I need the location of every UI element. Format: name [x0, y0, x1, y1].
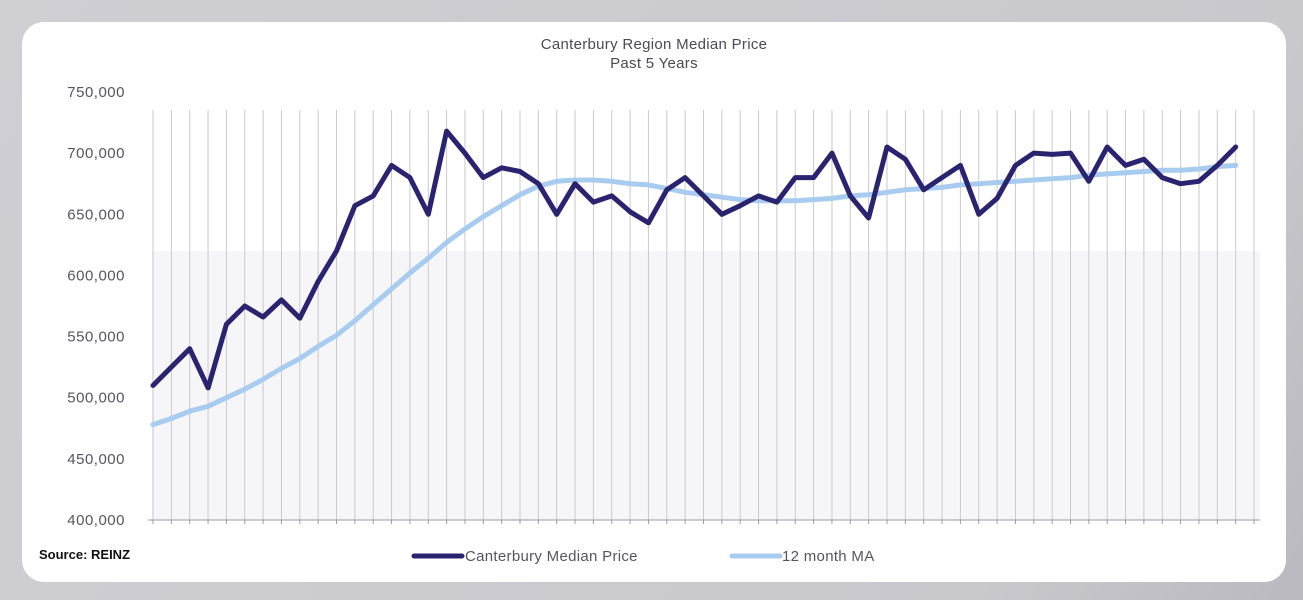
y-axis-ticks: 750,000 700,000 650,000 600,000 550,000 500,0… [67, 84, 125, 529]
y-tick-label: 600,000 [67, 267, 125, 284]
legend-label-median-price: Canterbury Median Price [465, 548, 638, 565]
legend-label-12-month-ma: 12 month MA [782, 548, 875, 565]
y-tick-label: 550,000 [67, 329, 125, 346]
vertical-gridlines [152, 110, 1255, 520]
series-line-12-month-ma [150, 162, 1239, 428]
x-axis-ticks [152, 520, 1255, 524]
line-chart: 750,000 700,000 650,000 600,000 550,000 500,0… [39, 36, 1260, 565]
series-line-median-price [150, 128, 1239, 391]
source-label: Source: REINZ [39, 547, 130, 562]
y-tick-label: 450,000 [67, 451, 125, 468]
y-tick-label: 400,000 [67, 512, 125, 529]
series-layer [150, 128, 1239, 428]
legend: Canterbury Median Price 12 month MA [411, 548, 875, 565]
y-tick-label: 500,000 [67, 390, 125, 407]
chart-title: Canterbury Region Median Price [541, 36, 768, 53]
y-tick-label: 650,000 [67, 206, 125, 223]
y-tick-label: 750,000 [67, 84, 125, 101]
chart-card: 750,000 700,000 650,000 600,000 550,000 500,0… [22, 22, 1286, 582]
chart-subtitle: Past 5 Years [610, 55, 698, 72]
y-tick-label: 700,000 [67, 145, 125, 162]
